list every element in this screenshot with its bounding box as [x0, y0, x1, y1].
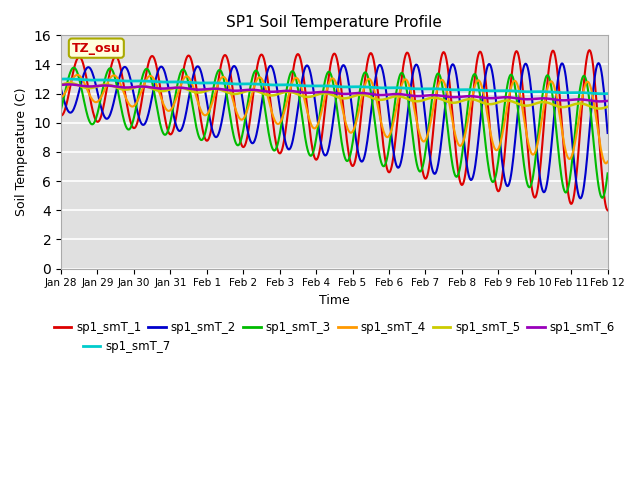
sp1_smT_7 [68, 76, 76, 82]
sp1_smT_3 [604, 170, 611, 176]
sp1_smT_6 [180, 85, 188, 91]
sp1_smT_4 [180, 76, 188, 82]
Line: sp1_smT_7: sp1_smT_7 [61, 79, 607, 94]
sp1_smT_5 [124, 86, 132, 92]
sp1_smT_1 [586, 47, 593, 53]
sp1_smT_3 [67, 68, 75, 73]
sp1_smT_6 [596, 98, 604, 104]
Line: sp1_smT_6: sp1_smT_6 [61, 84, 607, 101]
sp1_smT_5 [595, 106, 603, 111]
sp1_smT_3 [57, 106, 65, 112]
sp1_smT_7 [124, 78, 132, 84]
sp1_smT_3 [417, 168, 425, 173]
sp1_smT_5 [57, 82, 65, 88]
sp1_smT_2 [179, 124, 186, 130]
sp1_smT_1 [401, 56, 408, 61]
sp1_smT_6 [604, 98, 611, 104]
sp1_smT_6 [209, 86, 216, 92]
sp1_smT_7 [180, 79, 188, 85]
sp1_smT_6 [65, 82, 72, 87]
sp1_smT_7 [209, 80, 216, 86]
sp1_smT_7 [57, 76, 65, 82]
Line: sp1_smT_1: sp1_smT_1 [61, 50, 607, 210]
sp1_smT_7 [63, 76, 71, 82]
sp1_smT_5 [180, 85, 188, 91]
sp1_smT_7 [604, 91, 611, 96]
sp1_smT_5 [417, 98, 425, 104]
sp1_smT_4 [602, 160, 610, 166]
X-axis label: Time: Time [319, 294, 349, 307]
Title: SP1 Soil Temperature Profile: SP1 Soil Temperature Profile [227, 15, 442, 30]
sp1_smT_1 [57, 113, 65, 119]
sp1_smT_2 [604, 130, 611, 136]
sp1_smT_2 [401, 136, 408, 142]
sp1_smT_2 [595, 60, 602, 66]
Y-axis label: Soil Temperature (C): Soil Temperature (C) [15, 88, 28, 216]
sp1_smT_2 [417, 76, 424, 82]
Line: sp1_smT_5: sp1_smT_5 [61, 83, 607, 108]
sp1_smT_4 [401, 76, 409, 82]
Line: sp1_smT_2: sp1_smT_2 [61, 63, 607, 198]
sp1_smT_2 [124, 66, 131, 72]
sp1_smT_3 [598, 195, 606, 201]
sp1_smT_5 [209, 86, 216, 92]
sp1_smT_1 [67, 80, 75, 86]
sp1_smT_1 [417, 155, 424, 160]
sp1_smT_5 [68, 80, 76, 86]
sp1_smT_1 [179, 72, 186, 78]
sp1_smT_6 [124, 84, 132, 90]
sp1_smT_4 [57, 95, 65, 100]
sp1_smT_6 [57, 82, 65, 88]
Line: sp1_smT_4: sp1_smT_4 [61, 75, 607, 163]
sp1_smT_5 [604, 104, 611, 109]
sp1_smT_7 [401, 85, 409, 91]
Legend: sp1_smT_7: sp1_smT_7 [78, 335, 175, 358]
sp1_smT_4 [604, 159, 611, 165]
sp1_smT_6 [68, 82, 76, 87]
sp1_smT_4 [209, 99, 216, 105]
sp1_smT_2 [67, 110, 75, 116]
sp1_smT_5 [65, 80, 73, 86]
sp1_smT_4 [74, 72, 81, 78]
sp1_smT_1 [604, 207, 611, 213]
sp1_smT_2 [208, 124, 216, 130]
sp1_smT_5 [401, 95, 409, 101]
sp1_smT_4 [124, 99, 132, 105]
Text: TZ_osu: TZ_osu [72, 42, 121, 55]
sp1_smT_2 [577, 195, 584, 201]
sp1_smT_6 [401, 92, 409, 97]
sp1_smT_3 [401, 79, 409, 85]
sp1_smT_1 [208, 125, 216, 131]
sp1_smT_4 [417, 136, 425, 142]
sp1_smT_6 [417, 93, 425, 99]
sp1_smT_3 [124, 127, 132, 132]
sp1_smT_3 [70, 65, 78, 71]
Line: sp1_smT_3: sp1_smT_3 [61, 68, 607, 198]
sp1_smT_2 [57, 86, 65, 92]
sp1_smT_3 [209, 91, 216, 97]
sp1_smT_3 [180, 67, 188, 72]
sp1_smT_1 [124, 103, 131, 108]
sp1_smT_7 [598, 91, 605, 96]
sp1_smT_7 [417, 86, 425, 92]
sp1_smT_4 [67, 79, 75, 84]
